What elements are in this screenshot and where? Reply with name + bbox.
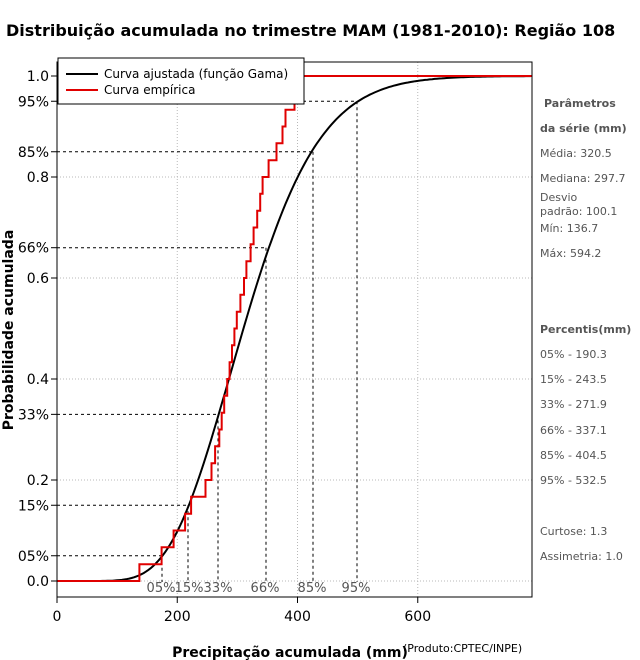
legend-label-gamma: Curva ajustada (função Gama): [104, 67, 288, 81]
x-tick-label: 400: [284, 609, 311, 625]
percentile-label: 15%: [175, 581, 204, 596]
percentile-label: 33%: [204, 581, 233, 596]
params-title-2: da série (mm): [540, 122, 627, 135]
y-tick-label: 0.4: [27, 372, 49, 388]
y-tick-label: 85%: [18, 145, 49, 161]
y-tick-label: 05%: [18, 549, 49, 565]
stat-curtose: Curtose: 1.3: [540, 525, 607, 538]
stat-desvio-1: Desvio: [540, 191, 578, 204]
percentile-label: 95%: [342, 581, 371, 596]
legend-label-empirica: Curva empírica: [104, 83, 195, 97]
stat-mediana: Mediana: 297.7: [540, 172, 625, 185]
stat-max: Máx: 594.2: [540, 247, 601, 260]
pct-05: 05% - 190.3: [540, 348, 607, 361]
percentile-label: 05%: [147, 581, 176, 596]
plot-frame: [56, 61, 533, 598]
y-tick-label: 66%: [18, 241, 49, 257]
legend: Curva ajustada (função Gama) Curva empír…: [57, 57, 305, 105]
percentile-guides: [57, 100, 358, 582]
empirical-step-curve: [57, 75, 532, 582]
pct-85: 85% - 404.5: [540, 449, 607, 462]
stat-assimetria: Assimetria: 1.0: [540, 550, 623, 563]
y-tick-label: 0.6: [27, 271, 49, 287]
y-tick-label: 15%: [18, 498, 49, 514]
percentis-title: Percentis(mm): [540, 323, 631, 336]
percentile-labels: 05% 15% 33% 66% 85% 95%: [147, 581, 371, 596]
stat-media: Média: 320.5: [540, 147, 612, 160]
percentile-label: 66%: [251, 581, 280, 596]
pct-15: 15% - 243.5: [540, 373, 607, 386]
legend-box: [57, 57, 305, 105]
credit-text: (Produto:CPTEC/INPE): [403, 642, 522, 655]
pct-95: 95% - 532.5: [540, 474, 607, 487]
y-tick-label: 95%: [18, 94, 49, 110]
y-tick-label: 1.0: [27, 69, 49, 85]
y-tick-label: 33%: [18, 407, 49, 423]
x-tick-label: 200: [164, 609, 191, 625]
x-axis-title: Precipitação acumulada (mm): [172, 645, 408, 660]
chart-title: Distribuição acumulada no trimestre MAM …: [6, 21, 615, 40]
y-axis-title: Probabilidade acumulada: [1, 230, 17, 431]
pct-66: 66% - 337.1: [540, 424, 607, 437]
gamma-curve: [57, 75, 531, 582]
percentile-label: 85%: [298, 581, 327, 596]
stat-min: Mín: 136.7: [540, 222, 598, 235]
y-tick-label: 0.2: [27, 473, 49, 489]
stat-desvio-2: padrão: 100.1: [540, 205, 617, 218]
series-group: [57, 75, 532, 582]
pct-33: 33% - 271.9: [540, 398, 607, 411]
params-title-1: Parâmetros: [544, 97, 616, 110]
grid: [56, 62, 532, 597]
y-tick-label: 0.0: [27, 574, 49, 590]
y-tick-label: 0.8: [27, 170, 49, 186]
stats-sidebar: Parâmetros da série (mm) Média: 320.5 Me…: [540, 97, 631, 563]
y-axis: 0.0 05% 15% 0.2 33% 0.4 0.6 66% 0.8 85% 95% 1.0: [18, 69, 57, 590]
x-tick-label: 0: [53, 609, 62, 625]
x-tick-label: 600: [404, 609, 431, 625]
x-axis: 0 200 400 600: [53, 597, 431, 625]
